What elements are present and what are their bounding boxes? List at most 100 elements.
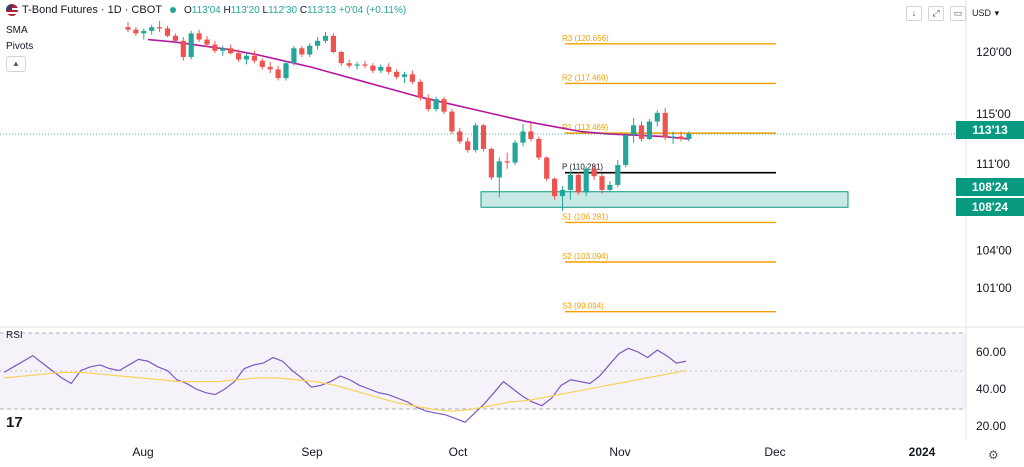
candle-body-23 — [307, 45, 313, 55]
candle-body-55 — [559, 189, 566, 197]
pivot-label-2: R1 (113.469) — [562, 123, 608, 132]
candle-body-58 — [583, 168, 589, 193]
candle-body-33 — [386, 66, 392, 72]
candle-body-37 — [417, 81, 423, 98]
price-tick-0: 120'00 — [976, 45, 1012, 59]
candle-body-57 — [575, 174, 581, 193]
price-tick-4: 101'00 — [976, 281, 1012, 295]
candle-body-25 — [322, 35, 329, 41]
candles — [125, 20, 692, 211]
price-tick-1: 115'00 — [976, 107, 1011, 121]
candle-body-39 — [433, 99, 439, 110]
rsi-tick-2: 20.00 — [976, 419, 1006, 433]
close-value: 113'13 — [307, 4, 337, 16]
candle-body-54 — [552, 178, 558, 197]
symbol-title[interactable]: T-Bond Futures · 1D · CBOT — [22, 4, 162, 16]
currency-label: USD — [972, 8, 992, 18]
collapse-indicators-button[interactable]: ▲ — [6, 56, 26, 72]
candle-body-0 — [125, 27, 131, 30]
candle-body-28 — [346, 63, 352, 66]
tradingview-logo-icon[interactable]: 17 — [6, 414, 23, 431]
pivots-indicator-label[interactable]: Pivots — [6, 41, 34, 52]
candle-body-6 — [172, 35, 178, 41]
candle-body-18 — [267, 66, 273, 70]
us-flag-icon — [6, 4, 18, 16]
time-tick-4: Dec — [764, 445, 785, 459]
candle-body-68 — [662, 112, 668, 138]
candle-body-29 — [354, 64, 360, 66]
candle-body-38 — [425, 97, 431, 110]
candle-body-8 — [188, 33, 194, 57]
candle-body-12 — [220, 48, 226, 51]
candle-body-17 — [259, 60, 265, 67]
low-label: L — [262, 4, 269, 16]
candle-body-45 — [480, 125, 487, 149]
candle-body-27 — [338, 52, 344, 64]
candle-body-49 — [512, 142, 518, 163]
price-tick-2: 111'00 — [976, 157, 1010, 171]
candle-body-66 — [646, 121, 652, 139]
candle-body-20 — [283, 63, 289, 79]
candle-body-16 — [251, 55, 257, 61]
ohlc-readout: O113'04 H113'20 L112'30 C113'13 +0'04 (+… — [184, 5, 406, 16]
time-tick-0: Aug — [132, 445, 153, 459]
rsi-lines — [3, 347, 687, 423]
gear-icon[interactable]: ⚙ — [988, 448, 999, 462]
high-label: H — [223, 4, 231, 16]
candle-body-43 — [465, 141, 471, 151]
rsi-ma-line — [3, 369, 687, 412]
candle-body-50 — [520, 131, 526, 143]
candle-body-48 — [504, 161, 510, 163]
market-status-icon — [169, 7, 176, 13]
candle-body-3 — [149, 27, 155, 31]
open-value: 113'04 — [191, 4, 221, 16]
candle-body-53 — [544, 157, 550, 179]
pivot-label-0: R3 (120.656) — [562, 34, 609, 43]
candle-body-7 — [180, 40, 186, 57]
high-value: 113'20 — [230, 4, 260, 16]
pivot-label-3: P (110.281) — [562, 163, 603, 172]
candle-body-9 — [196, 33, 202, 40]
time-tick-3: Nov — [609, 445, 630, 459]
sma-indicator-label[interactable]: SMA — [6, 25, 28, 36]
currency-selector[interactable]: USD ▾ — [972, 4, 999, 19]
candle-body-2 — [141, 30, 147, 34]
candle-body-46 — [488, 148, 494, 178]
candle-body-34 — [394, 71, 400, 77]
time-tick-1: Sep — [301, 445, 323, 459]
candle-body-52 — [536, 138, 542, 158]
candle-body-10 — [204, 39, 210, 45]
candle-body-59 — [591, 168, 597, 177]
rsi-axis: 60.00 40.00 20.00 — [976, 345, 1006, 433]
candle-body-13 — [228, 48, 234, 54]
rsi-line — [3, 347, 687, 423]
zone-top-price-tag: 108'24 — [956, 178, 1024, 196]
scroll-down-button[interactable]: ↓ — [906, 6, 922, 21]
candle-body-41 — [449, 111, 455, 132]
pivot-label-5: S2 (103.094) — [562, 252, 609, 261]
candle-body-65 — [638, 125, 645, 139]
rsi-indicator-label[interactable]: RSI — [6, 330, 23, 341]
candle-body-42 — [457, 131, 463, 142]
price-axis: 120'00 115'00 111'00 104'00 101'00 — [976, 45, 1012, 295]
candle-body-24 — [315, 40, 321, 46]
close-label: C — [299, 4, 308, 16]
candle-body-1 — [133, 29, 139, 34]
price-tick-3: 104'00 — [976, 244, 1012, 258]
restore-button[interactable]: ▭ — [950, 6, 966, 21]
candle-body-71 — [686, 133, 692, 139]
rsi-tick-0: 60.00 — [976, 345, 1006, 359]
rsi-tick-1: 40.00 — [976, 382, 1006, 396]
time-tick-5: 2024 — [909, 445, 936, 459]
chart-header: T-Bond Futures · 1D · CBOT O113'04 H113'… — [6, 4, 406, 16]
low-value: 112'30 — [268, 4, 298, 16]
candle-body-26 — [330, 35, 336, 52]
candle-body-44 — [473, 125, 479, 151]
pivot-lines: R3 (120.656) R2 (117.469) R1 (113.469) P (1… — [562, 34, 776, 313]
candle-body-30 — [362, 64, 368, 66]
last-price-tag: 113'13 — [956, 121, 1024, 139]
pivot-label-4: S1 (106.281) — [562, 212, 609, 221]
maximize-button[interactable]: ⤢ — [928, 6, 944, 21]
candle-body-14 — [236, 53, 242, 60]
